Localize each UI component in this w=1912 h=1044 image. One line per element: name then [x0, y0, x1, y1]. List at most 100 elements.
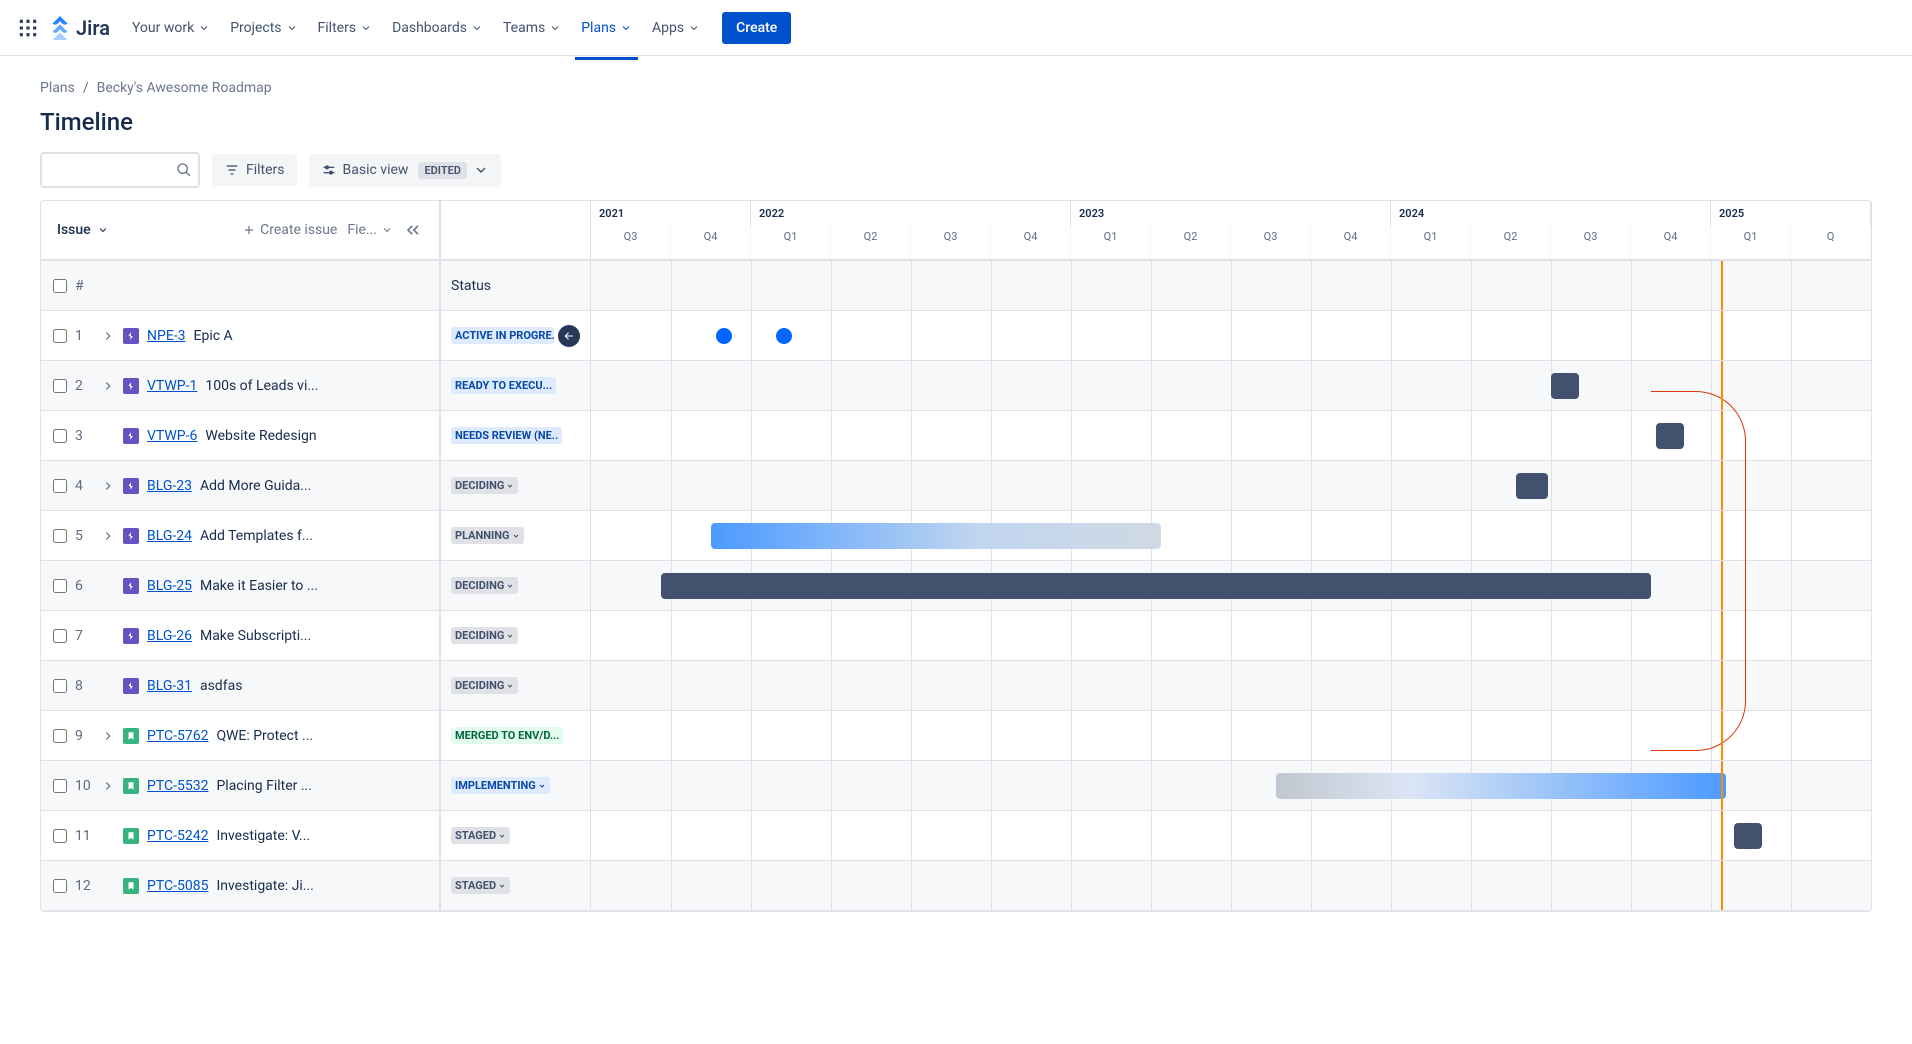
gantt-cell[interactable] [591, 611, 1871, 660]
year-group: 2022Q1Q2Q3Q4 [751, 201, 1071, 259]
create-button[interactable]: Create [722, 12, 791, 44]
gantt-cell[interactable] [591, 861, 1871, 910]
gantt-cell[interactable] [591, 811, 1871, 860]
filters-button[interactable]: Filters [212, 154, 297, 186]
status-badge[interactable]: MERGED TO ENV/D... [451, 727, 563, 744]
nav-item-apps[interactable]: Apps [646, 12, 706, 44]
issue-key-link[interactable]: BLG-26 [147, 628, 192, 644]
row-checkbox[interactable] [53, 829, 67, 843]
gantt-cell[interactable] [591, 461, 1871, 510]
gantt-bar[interactable] [661, 573, 1651, 599]
status-badge[interactable]: STAGED [451, 827, 510, 844]
row-checkbox[interactable] [53, 479, 67, 493]
issue-key-link[interactable]: NPE-3 [147, 328, 186, 344]
gantt-cell[interactable] [591, 311, 1871, 360]
gantt-bar[interactable] [1656, 423, 1684, 449]
issue-key-link[interactable]: BLG-31 [147, 678, 192, 694]
collapse-icon[interactable] [403, 220, 423, 240]
row-checkbox[interactable] [53, 579, 67, 593]
issue-key-link[interactable]: BLG-25 [147, 578, 192, 594]
issue-key-link[interactable]: VTWP-1 [147, 378, 197, 394]
gantt-bar[interactable] [1276, 773, 1726, 799]
status-badge[interactable]: ACTIVE IN PROGRE.. [451, 327, 554, 344]
gantt-bar[interactable] [1551, 373, 1579, 399]
quarter-label: Q3 [591, 226, 671, 259]
gantt-cell[interactable] [591, 511, 1871, 560]
status-badge[interactable]: IMPLEMENTING [451, 777, 550, 794]
issue-dropdown[interactable]: Issue [57, 222, 109, 238]
issue-key-link[interactable]: VTWP-6 [147, 428, 197, 444]
status-badge[interactable]: NEEDS REVIEW (NE.. [451, 427, 562, 444]
status-column-header [441, 201, 591, 259]
status-cell: DECIDING [441, 461, 591, 510]
status-badge[interactable]: DECIDING [451, 577, 518, 594]
gantt-bar[interactable] [1734, 823, 1762, 849]
nav-item-plans[interactable]: Plans [575, 12, 638, 44]
issue-key-link[interactable]: PTC-5085 [147, 878, 208, 894]
issue-key-link[interactable]: BLG-23 [147, 478, 192, 494]
issue-key-link[interactable]: BLG-24 [147, 528, 192, 544]
row-number: 11 [75, 828, 93, 844]
status-cell: READY TO EXECU... [441, 361, 591, 410]
create-issue-link[interactable]: Create issue [242, 222, 337, 238]
nav-item-projects[interactable]: Projects [224, 12, 303, 44]
issue-key-link[interactable]: PTC-5242 [147, 828, 208, 844]
gantt-cell[interactable] [591, 411, 1871, 460]
breadcrumb-plan-name[interactable]: Becky's Awesome Roadmap [97, 80, 272, 96]
row-checkbox[interactable] [53, 879, 67, 893]
row-checkbox[interactable] [53, 779, 67, 793]
expand-toggle-icon[interactable] [101, 329, 115, 343]
row-checkbox[interactable] [53, 629, 67, 643]
app-switcher-icon[interactable] [16, 16, 40, 40]
breadcrumb-plans[interactable]: Plans [40, 80, 75, 96]
nav-item-filters[interactable]: Filters [312, 12, 379, 44]
chevron-down-icon [549, 22, 561, 34]
issue-key-link[interactable]: PTC-5532 [147, 778, 208, 794]
select-all-checkbox[interactable] [53, 279, 67, 293]
expand-toggle-icon[interactable] [101, 779, 115, 793]
row-checkbox[interactable] [53, 379, 67, 393]
today-line [1721, 611, 1723, 660]
view-button[interactable]: Basic view EDITED [309, 154, 501, 187]
row-checkbox[interactable] [53, 329, 67, 343]
today-line [1721, 511, 1723, 560]
gantt-cell[interactable] [591, 761, 1871, 810]
gantt-dot[interactable] [776, 328, 792, 344]
quarter-label: Q4 [1631, 226, 1711, 259]
issue-cell: 12 PTC-5085 Investigate: Ji... [41, 861, 441, 910]
back-circle-icon[interactable] [558, 325, 580, 347]
gantt-cell[interactable] [591, 661, 1871, 710]
timeline-container: Issue Create issue Fie... 2021Q3Q42022Q1… [40, 200, 1872, 912]
gantt-cell[interactable] [591, 711, 1871, 760]
status-badge[interactable]: DECIDING [451, 627, 518, 644]
row-checkbox[interactable] [53, 729, 67, 743]
jira-logo[interactable]: Jira [48, 16, 110, 40]
gantt-bar[interactable] [711, 523, 1161, 549]
status-badge[interactable]: READY TO EXECU... [451, 377, 556, 394]
issue-cell: 11 PTC-5242 Investigate: V... [41, 811, 441, 860]
gantt-cell[interactable] [591, 361, 1871, 410]
gantt-dot[interactable] [716, 328, 732, 344]
nav-item-your-work[interactable]: Your work [126, 12, 216, 44]
row-checkbox[interactable] [53, 429, 67, 443]
fields-dropdown[interactable]: Fie... [347, 222, 393, 238]
nav-item-teams[interactable]: Teams [497, 12, 567, 44]
status-badge[interactable]: DECIDING [451, 677, 518, 694]
expand-toggle-icon[interactable] [101, 729, 115, 743]
status-badge[interactable]: STAGED [451, 877, 510, 894]
status-badge[interactable]: PLANNING [451, 527, 524, 544]
issue-key-link[interactable]: PTC-5762 [147, 728, 208, 744]
expand-toggle-icon[interactable] [101, 379, 115, 393]
expand-toggle-icon[interactable] [101, 529, 115, 543]
table-row: 5 BLG-24 Add Templates f... PLANNING [41, 511, 1871, 561]
status-badge[interactable]: DECIDING [451, 477, 518, 494]
expand-toggle-icon[interactable] [101, 479, 115, 493]
nav-item-dashboards[interactable]: Dashboards [386, 12, 489, 44]
status-cell: DECIDING [441, 611, 591, 660]
issue-cell: 3 VTWP-6 Website Redesign [41, 411, 441, 460]
table-row: 9 PTC-5762 QWE: Protect ... MERGED TO EN… [41, 711, 1871, 761]
row-checkbox[interactable] [53, 679, 67, 693]
row-checkbox[interactable] [53, 529, 67, 543]
gantt-bar[interactable] [1516, 473, 1548, 499]
gantt-cell[interactable] [591, 561, 1871, 610]
